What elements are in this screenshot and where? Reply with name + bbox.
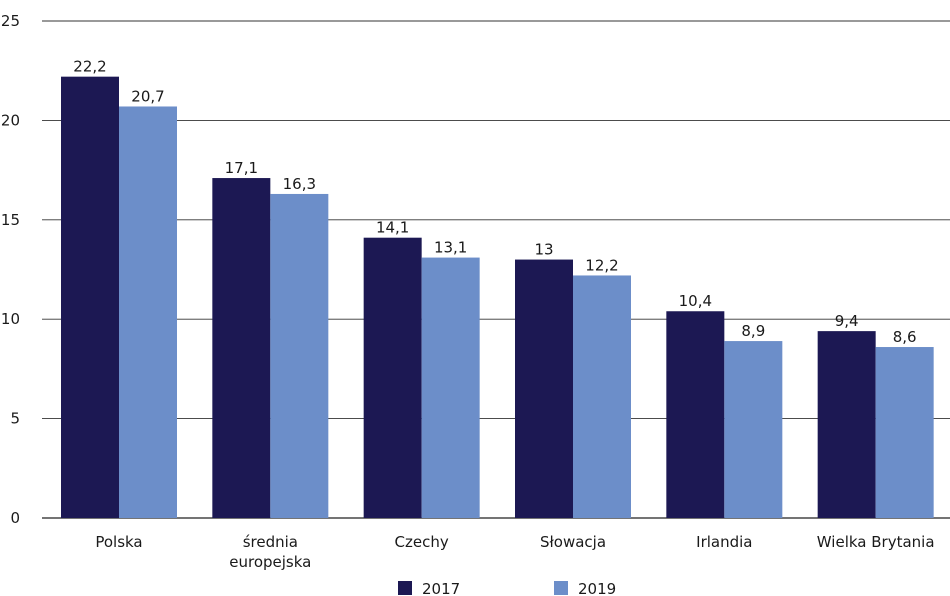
data-label: 13,1	[434, 239, 467, 257]
data-label: 22,2	[73, 58, 106, 76]
bar-2017-0	[61, 76, 119, 518]
bar-2019-4	[724, 341, 783, 518]
category-label: Irlandia	[696, 533, 752, 551]
data-label: 10,4	[679, 292, 712, 310]
bar-2017-4	[666, 311, 725, 518]
bars	[61, 76, 934, 518]
category-label: Wielka Brytania	[817, 533, 935, 551]
legend-swatch-2017	[398, 581, 412, 595]
x-axis-category-labels: Polska średnia europejska Czechy Słowacja Irl…	[95, 533, 934, 571]
y-tick-label: 20	[1, 111, 20, 129]
bar-2017-2	[363, 237, 422, 518]
bar-2019-0	[119, 106, 177, 518]
bar-2019-5	[875, 347, 934, 518]
data-label: 16,3	[283, 175, 316, 193]
data-label: 14,1	[376, 219, 409, 237]
legend-swatch-2019	[554, 581, 568, 595]
y-axis-tick-labels: 0 5 10 15 20 25	[1, 12, 20, 527]
bar-2019-3	[573, 275, 631, 518]
y-tick-label: 25	[1, 12, 20, 30]
category-label: Słowacja	[540, 533, 606, 551]
data-label: 8,9	[741, 322, 765, 340]
bar-2017-1	[212, 178, 271, 518]
legend: 2017 2019	[398, 580, 616, 596]
y-tick-label: 15	[1, 211, 20, 229]
data-label: 9,4	[835, 312, 859, 330]
data-label: 8,6	[893, 328, 917, 346]
legend-label-2019: 2019	[578, 580, 616, 596]
y-tick-label: 0	[10, 509, 20, 527]
category-label: średnia europejska	[229, 533, 311, 571]
category-label: Polska	[95, 533, 142, 551]
data-labels: 22,2 20,7 17,1 16,3 14,1 13,1 13 12,2 10,4 8,9 9,4…	[73, 58, 916, 346]
legend-label-2017: 2017	[422, 580, 460, 596]
bar-2019-2	[421, 257, 480, 518]
data-label: 12,2	[585, 256, 618, 274]
category-label: Czechy	[395, 533, 449, 551]
bar-2019-1	[270, 193, 329, 518]
data-label: 17,1	[225, 159, 258, 177]
data-label: 20,7	[131, 87, 164, 105]
y-tick-label: 10	[1, 310, 20, 328]
data-label: 13	[534, 241, 553, 259]
grid-lines	[42, 20, 950, 519]
bar-2017-5	[817, 331, 876, 518]
bar-2017-3	[515, 259, 573, 518]
y-tick-label: 5	[10, 410, 20, 428]
